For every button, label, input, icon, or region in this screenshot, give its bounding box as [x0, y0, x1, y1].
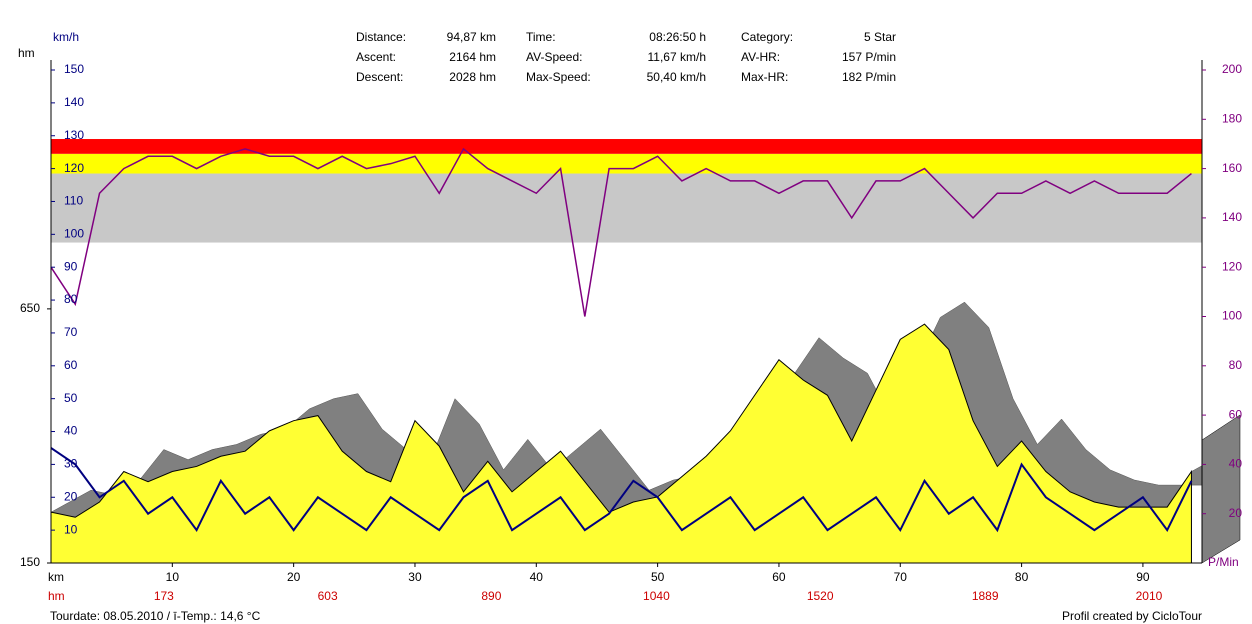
- hm-tick-label: 650: [20, 301, 40, 315]
- speed-tick-label: 130: [64, 128, 84, 142]
- x-tick-label: 70: [894, 570, 908, 584]
- stat-label: AV-Speed:: [526, 50, 582, 64]
- hr-tick-label: 80: [1229, 358, 1243, 372]
- x-tick-label: 20: [287, 570, 301, 584]
- stat-value: 182 P/min: [842, 70, 896, 84]
- x-tick-label: 60: [772, 570, 786, 584]
- speed-tick-label: 150: [64, 62, 84, 76]
- elevation-area: [50, 323, 1192, 564]
- speed-tick-label: 50: [64, 391, 78, 405]
- stat-value: 50,40 km/h: [647, 70, 706, 84]
- stat-value: 2028 hm: [449, 70, 496, 84]
- ascent-label: 1520: [807, 589, 834, 603]
- hr-tick-label: 160: [1222, 161, 1242, 175]
- speed-tick-label: 110: [64, 194, 83, 208]
- x-axis-title: km: [48, 570, 64, 584]
- speed-tick-label: 30: [64, 457, 78, 471]
- speed-line: [50, 447, 1193, 533]
- stat-label: AV-HR:: [741, 50, 780, 64]
- hr-axis-title: P/Min: [1208, 555, 1239, 569]
- stat-value: 11,67 km/h: [648, 50, 706, 64]
- speed-tick-label: 100: [64, 227, 84, 241]
- stat-value: 94,87 km: [447, 30, 496, 44]
- hr-tick-label: 200: [1222, 62, 1242, 76]
- stat-label: Descent:: [356, 70, 403, 84]
- hr-tick-label: 40: [1229, 457, 1243, 471]
- speed-tick-label: 80: [64, 292, 78, 306]
- ascent-label: 1040: [643, 589, 670, 603]
- x-tick-label: 80: [1015, 570, 1029, 584]
- speed-tick-label: 40: [64, 424, 78, 438]
- hr-line: [50, 147, 1192, 317]
- ascent-label: 603: [318, 589, 338, 603]
- stat-value: 5 Star: [864, 30, 896, 44]
- speed-tick-label: 70: [64, 325, 78, 339]
- x-tick-label: 30: [408, 570, 422, 584]
- stat-label: Time:: [526, 30, 556, 44]
- stat-label: Max-Speed:: [526, 70, 591, 84]
- speed-tick-label: 20: [64, 489, 78, 503]
- hm-axis-title: hm: [18, 46, 35, 60]
- hr-tick-label: 180: [1222, 111, 1242, 125]
- hr-tick-label: 100: [1222, 309, 1242, 323]
- hr-tick-label: 20: [1229, 506, 1243, 520]
- stat-value: 2164 hm: [449, 50, 496, 64]
- speed-tick-label: 120: [64, 161, 84, 175]
- stat-label: Max-HR:: [741, 70, 788, 84]
- hr-zone: [51, 153, 1202, 174]
- profile-end-face: [1201, 414, 1241, 564]
- hr-zone: [51, 139, 1202, 154]
- footer-left: Tourdate: 08.05.2010 / ī-Temp.: 14,6 °C: [50, 609, 261, 623]
- speed-tick-label: 60: [64, 358, 78, 372]
- hr-tick-label: 120: [1222, 259, 1242, 273]
- speed-tick-label: 140: [64, 95, 84, 109]
- x-tick-label: 40: [530, 570, 544, 584]
- ascent-label: 890: [481, 589, 501, 603]
- speed-axis-title: km/h: [53, 30, 79, 44]
- hr-tick-label: 140: [1222, 210, 1242, 224]
- hr-tick-label: 60: [1229, 407, 1243, 421]
- ascent-label: 2010: [1136, 589, 1163, 603]
- stat-value: 157 P/min: [842, 50, 896, 64]
- ascent-label: 1889: [972, 589, 999, 603]
- x-tick-label: 90: [1136, 570, 1150, 584]
- stat-label: Category:: [741, 30, 793, 44]
- speed-tick-label: 90: [64, 259, 78, 273]
- stat-label: Distance:: [356, 30, 406, 44]
- hm-tick-label: 150: [20, 555, 40, 569]
- stat-label: Ascent:: [356, 50, 396, 64]
- speed-tick-label: 10: [64, 522, 78, 536]
- ascent-label: 173: [154, 589, 174, 603]
- stat-value: 08:26:50 h: [649, 30, 706, 44]
- x-tick-label: 50: [651, 570, 665, 584]
- hr-zone: [51, 173, 1202, 243]
- ascent-title: hm: [48, 589, 65, 603]
- footer-right: Profil created by CicloTour: [1062, 609, 1202, 623]
- x-tick-label: 10: [166, 570, 180, 584]
